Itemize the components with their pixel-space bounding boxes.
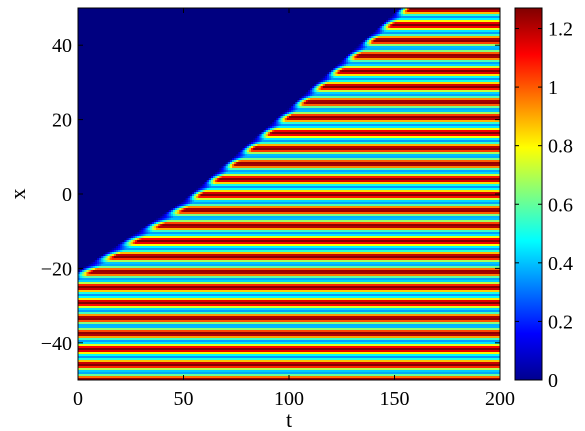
heatmap bbox=[78, 8, 501, 381]
